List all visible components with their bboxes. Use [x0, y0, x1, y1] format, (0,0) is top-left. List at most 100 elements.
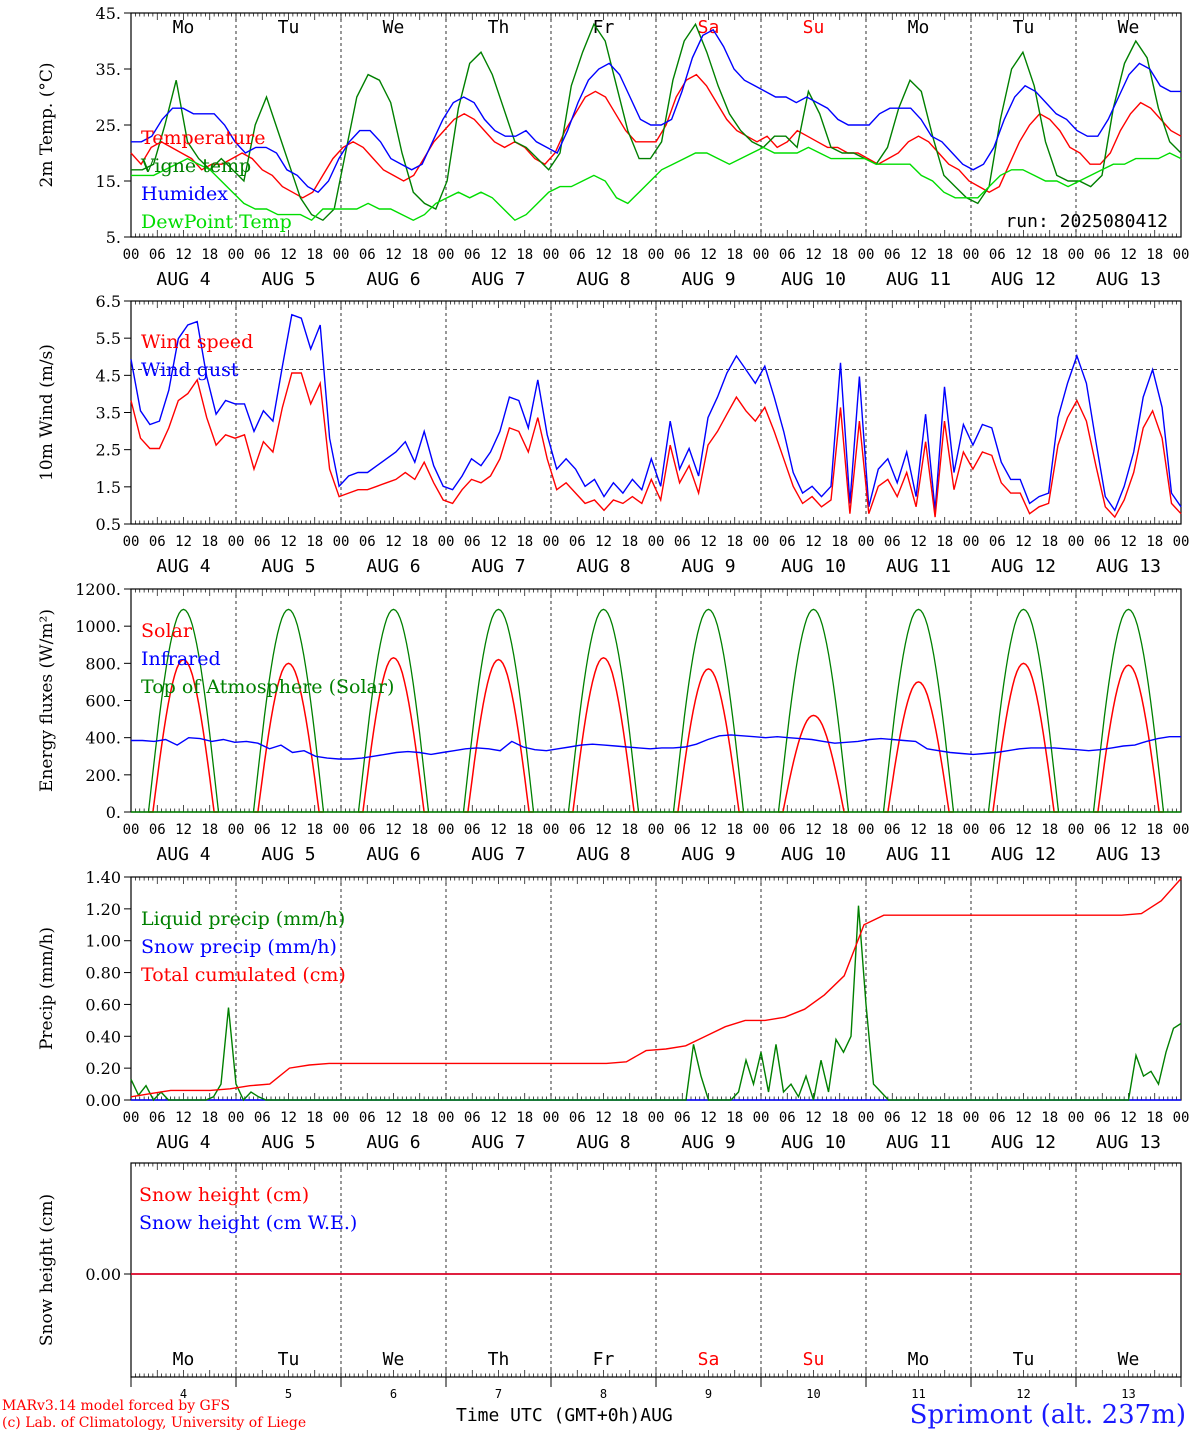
hour-tick-label: 06 [989, 247, 1006, 263]
weekday-label: Sa [698, 17, 720, 38]
weekday-label: Tu [1013, 17, 1035, 38]
hour-tick-label: 06 [674, 534, 691, 550]
hour-tick-label: 00 [543, 247, 560, 263]
y-axis-label: Snow height (cm) [37, 1194, 57, 1346]
hour-tick-label: 18 [306, 534, 323, 550]
date-label: AUG 5 [261, 844, 315, 865]
hour-tick-label: 06 [359, 534, 376, 550]
hour-tick-label: 06 [254, 822, 271, 838]
hour-tick-label: 12 [1120, 1110, 1137, 1126]
hour-tick-label: 12 [1120, 822, 1137, 838]
hour-tick-label: 06 [359, 1110, 376, 1126]
y-tick-label: 1.00 [85, 932, 121, 951]
date-label: AUG 6 [366, 556, 420, 577]
panel-frame [130, 588, 1182, 813]
series-solar [988, 662, 1059, 813]
hour-tick-label: 06 [884, 1110, 901, 1126]
y-tick-label: 45. [96, 4, 121, 23]
day-number-label: 5 [285, 1387, 292, 1401]
hour-tick-label: 06 [1094, 534, 1111, 550]
hour-tick-label: 06 [884, 534, 901, 550]
hour-tick-label: 12 [700, 822, 717, 838]
hour-tick-label: 00 [333, 247, 350, 263]
hour-tick-label: 12 [910, 1110, 927, 1126]
panel-4: Precip (mm/h) 1.40 1.20 1.00 0.80 0.60 0.40 0.2… [37, 868, 1189, 1153]
hour-tick-label: 12 [385, 1110, 402, 1126]
hour-tick-label: 06 [149, 534, 166, 550]
hour-tick-label: 06 [674, 1110, 691, 1126]
date-label: AUG 8 [576, 844, 630, 865]
series-solar [673, 668, 744, 813]
hour-tick-label: 12 [910, 534, 927, 550]
hour-tick-label: 12 [1015, 247, 1032, 263]
hour-tick-label: 06 [464, 1110, 481, 1126]
legend-entry: Top of Atmosphere (Solar) [141, 676, 394, 698]
hour-tick-label: 06 [1094, 247, 1111, 263]
date-label: AUG 6 [366, 1132, 420, 1153]
date-label: AUG 7 [471, 269, 525, 290]
hour-tick-label: 06 [464, 822, 481, 838]
date-label: AUG 4 [156, 844, 210, 865]
weekday-label: Tu [1013, 1349, 1035, 1370]
hour-tick-label: 06 [1094, 822, 1111, 838]
hour-tick-label: 06 [779, 822, 796, 838]
y-tick-label: 5. [106, 228, 121, 247]
day-number-label: 11 [911, 1387, 925, 1401]
y-tick-label: 1200. [75, 580, 121, 599]
hour-tick-label: 18 [306, 1110, 323, 1126]
y-tick-label: 3.5 [96, 404, 121, 423]
date-label: AUG 5 [261, 269, 315, 290]
hour-tick-label: 18 [1146, 822, 1163, 838]
hour-tick-label: 06 [674, 247, 691, 263]
hour-tick-label: 12 [385, 822, 402, 838]
hour-tick-label: 00 [438, 1110, 455, 1126]
y-tick-label: 1.20 [85, 900, 121, 919]
hour-tick-label: 00 [858, 822, 875, 838]
hour-tick-label: 00 [543, 534, 560, 550]
series-wind-gust [130, 313, 1182, 512]
legend-entry: Wind speed [141, 331, 253, 353]
date-label: AUG 13 [1096, 556, 1161, 577]
date-label: AUG 13 [1096, 269, 1161, 290]
series-toa-solar [252, 608, 325, 813]
hour-tick-label: 00 [1068, 534, 1085, 550]
y-tick-label: 35. [96, 60, 121, 79]
date-label: AUG 10 [781, 844, 846, 865]
hour-tick-label: 06 [569, 822, 586, 838]
legend-entry: Vigne temp [140, 155, 251, 177]
date-label: AUG 12 [991, 1132, 1056, 1153]
hour-tick-label: 18 [516, 247, 533, 263]
panel-2: 10m Wind (m/s)6.55.54.53.52.51.50.500 06 1… [37, 292, 1189, 577]
series-solar [568, 656, 639, 813]
day-number-label: 13 [1121, 1387, 1135, 1401]
y-tick-label: 800. [85, 654, 121, 673]
date-label: AUG 11 [886, 269, 951, 290]
date-label: AUG 6 [366, 844, 420, 865]
hour-tick-label: 06 [149, 822, 166, 838]
date-label: AUG 7 [471, 556, 525, 577]
hour-tick-label: 12 [490, 247, 507, 263]
hour-tick-label: 18 [936, 534, 953, 550]
hour-tick-label: 18 [726, 822, 743, 838]
hour-tick-label: 00 [228, 534, 245, 550]
hour-tick-label: 00 [858, 1110, 875, 1126]
day-number-label: 10 [806, 1387, 820, 1401]
series-toa-solar [357, 608, 430, 813]
y-tick-label: 1.40 [85, 868, 121, 887]
hour-tick-label: 00 [1068, 247, 1085, 263]
y-tick-label: 1000. [75, 617, 121, 636]
hour-tick-label: 06 [464, 247, 481, 263]
hour-tick-label: 00 [333, 822, 350, 838]
y-tick-label: 0.20 [85, 1059, 121, 1078]
hour-tick-label: 12 [490, 1110, 507, 1126]
day-number-label: 6 [390, 1387, 397, 1401]
hour-tick-label: 12 [595, 247, 612, 263]
hour-tick-label: 18 [831, 247, 848, 263]
series-toa-solar [672, 608, 745, 813]
hour-tick-label: 12 [910, 822, 927, 838]
date-label: AUG 12 [991, 556, 1056, 577]
legend-entry: Total cumulated (cm) [141, 964, 346, 986]
series-wind-speed [130, 372, 1182, 519]
hour-tick-label: 00 [963, 534, 980, 550]
hour-tick-label: 18 [1041, 1110, 1058, 1126]
